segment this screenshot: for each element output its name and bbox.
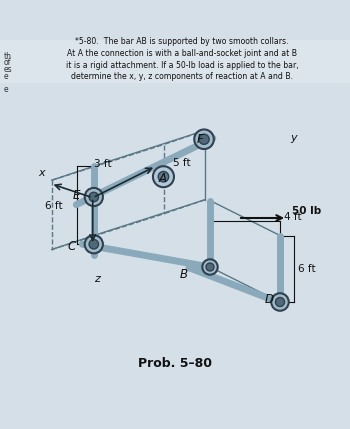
Text: th: th	[4, 52, 12, 61]
FancyBboxPatch shape	[0, 36, 350, 83]
Text: e: e	[4, 72, 8, 81]
Circle shape	[89, 239, 99, 249]
Text: x: x	[38, 168, 44, 178]
Text: C: C	[67, 239, 75, 253]
Circle shape	[271, 293, 289, 311]
Text: z: z	[94, 274, 100, 284]
Text: Prob. 5–80: Prob. 5–80	[138, 357, 212, 370]
Circle shape	[199, 134, 209, 144]
Text: of: of	[4, 58, 11, 67]
Text: E: E	[73, 189, 80, 202]
Text: 3 ft: 3 ft	[94, 159, 112, 169]
Circle shape	[194, 130, 214, 149]
Text: y: y	[291, 133, 297, 143]
Text: 6 ft: 6 ft	[299, 264, 316, 274]
Text: 6 ft: 6 ft	[46, 201, 63, 211]
Circle shape	[89, 192, 99, 202]
Circle shape	[202, 259, 218, 275]
Text: D: D	[265, 293, 274, 306]
Text: es: es	[4, 65, 12, 74]
Text: *5-80.  The bar AB is supported by two smooth collars.
At A the connection is wi: *5-80. The bar AB is supported by two sm…	[66, 37, 298, 82]
Text: F: F	[197, 133, 204, 146]
Text: 50 lb: 50 lb	[292, 206, 322, 216]
Text: 4 ft: 4 ft	[284, 212, 302, 222]
Circle shape	[158, 172, 169, 182]
Circle shape	[275, 297, 285, 307]
Circle shape	[153, 166, 174, 187]
Circle shape	[85, 235, 103, 254]
Text: B: B	[179, 268, 187, 281]
Circle shape	[85, 188, 103, 206]
Circle shape	[206, 263, 214, 271]
Text: A: A	[159, 172, 167, 185]
Text: e: e	[4, 85, 8, 94]
Text: 5 ft: 5 ft	[173, 158, 191, 168]
